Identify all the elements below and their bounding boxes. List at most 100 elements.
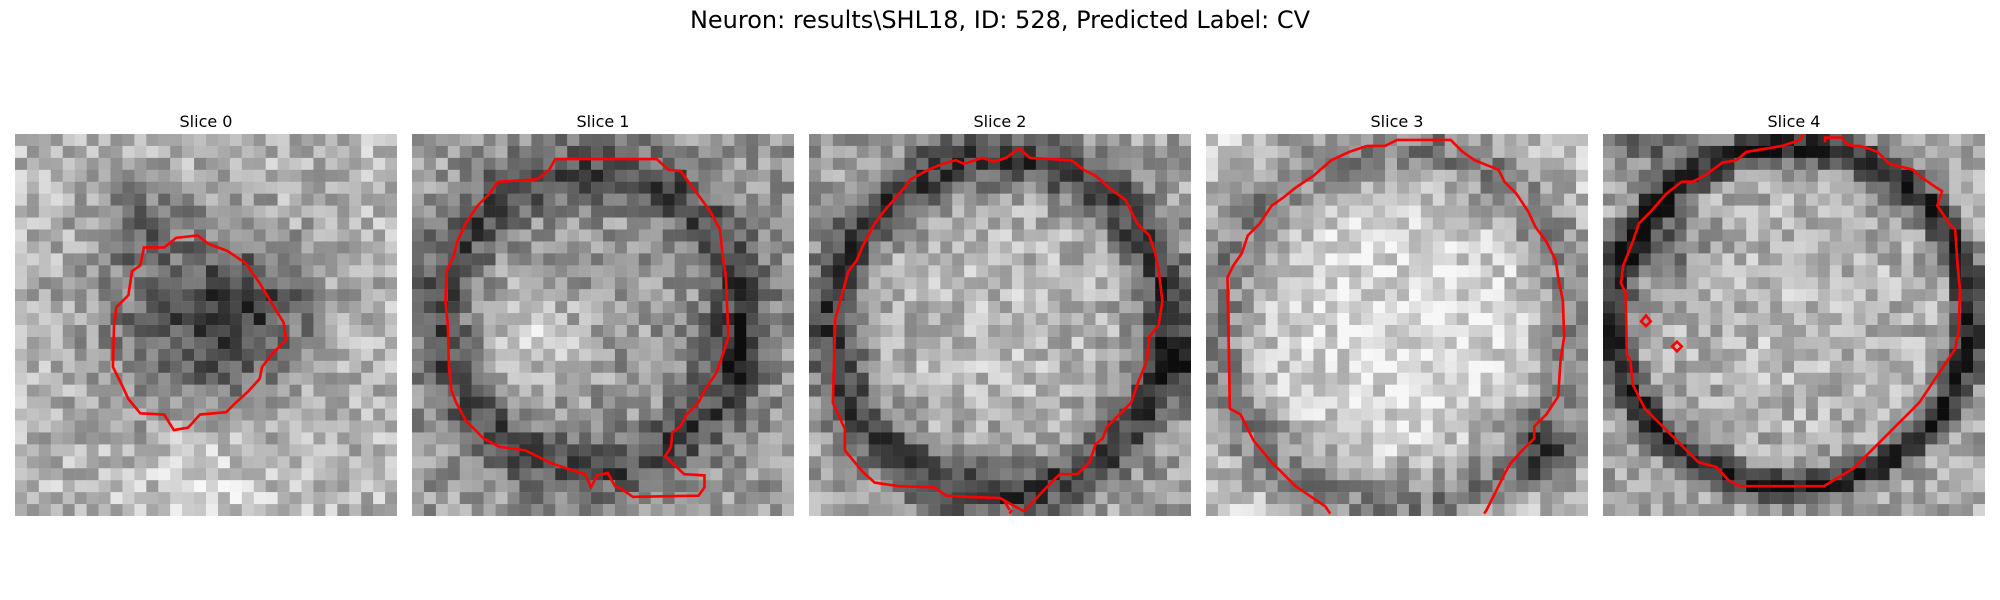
pixel [1432,420,1445,433]
pixel [194,253,207,266]
pixel [1782,193,1795,206]
pixel [349,432,362,445]
pixel [809,193,822,206]
pixel [1746,265,1759,278]
pixel [782,468,794,481]
pixel [1468,193,1481,206]
pixel [1614,157,1628,171]
pixel [722,348,735,362]
pixel [1710,229,1723,242]
pixel [964,217,977,230]
pixel [146,157,159,171]
pixel [1229,444,1243,457]
pixel [1107,432,1120,445]
pixel [686,480,699,493]
pixel [1385,205,1398,218]
pixel [868,169,881,182]
pixel [710,277,723,290]
pixel [1301,336,1314,350]
pixel [1167,277,1180,290]
pixel [820,229,834,242]
pixel [832,360,846,373]
pixel [844,241,857,254]
pixel [1206,468,1219,481]
pixel [650,444,663,457]
pixel [722,145,735,159]
pixel [1143,456,1156,469]
pixel [241,241,254,254]
pixel [182,336,195,350]
pixel [459,313,472,326]
pixel [1576,384,1588,397]
pixel [1313,480,1326,493]
pixel [1540,134,1553,147]
pixel [1865,313,1878,326]
pixel [952,480,965,493]
pixel [1949,360,1962,373]
pixel [1722,145,1735,159]
pixel [423,372,437,385]
pixel [1638,325,1651,338]
pixel [1456,444,1469,457]
pixel [662,265,675,278]
pixel [158,348,171,362]
pixel [1420,193,1434,206]
pixel [182,265,195,278]
pixel [423,181,437,194]
pixel [134,193,147,206]
pixel [1301,372,1314,385]
pixel [1770,444,1783,457]
pixel [483,432,496,445]
pixel [241,408,254,421]
pixel [758,241,771,254]
pixel [591,504,604,516]
pixel [746,241,759,254]
pixel [892,217,905,230]
pixel [880,456,893,469]
pixel [265,145,278,159]
pixel [626,229,640,242]
pixel [62,360,75,373]
pixel [1047,313,1060,326]
pixel [1456,289,1469,302]
pixel [746,253,759,266]
pixel [1349,193,1362,206]
pixel [1325,432,1338,445]
pixel [1373,336,1386,350]
segmentation-contour [444,157,730,499]
pixel [1492,157,1505,171]
pixel [1397,313,1410,326]
pixel [361,193,374,206]
pixel [1468,241,1481,254]
pixel [158,193,171,206]
pixel [1937,169,1950,182]
pixel [770,456,783,469]
pixel [229,253,243,266]
pixel [1444,325,1457,338]
pixel [543,289,556,302]
pixel [1265,253,1278,266]
pixel [1698,444,1711,457]
pixel [820,277,834,290]
pixel [435,444,449,457]
pixel [626,313,640,326]
pixel [1638,134,1651,147]
pixel [1528,157,1541,171]
pixel [1337,229,1350,242]
pixel [940,456,953,469]
pixel [349,181,362,194]
pixel [892,169,905,182]
pixel [1325,348,1338,362]
pixel [86,157,99,171]
pixel [892,420,905,433]
pixel [698,301,711,314]
pixel [856,444,869,457]
pixel [1143,408,1156,421]
pixel [62,456,75,469]
pixel [1325,229,1338,242]
pixel [1337,480,1350,493]
pixel [1782,396,1795,409]
pixel [495,396,508,409]
pixel [1119,432,1132,445]
pixel [1408,468,1422,481]
